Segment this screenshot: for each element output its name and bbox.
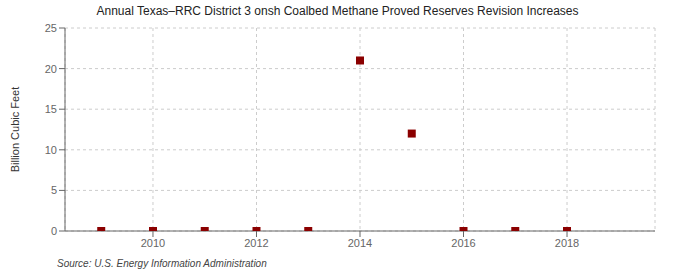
svg-text:2010: 2010 [141, 237, 165, 249]
svg-text:5: 5 [51, 184, 57, 196]
svg-text:2016: 2016 [451, 237, 475, 249]
svg-text:20: 20 [45, 63, 57, 75]
svg-text:Billion Cubic Feet: Billion Cubic Feet [9, 87, 21, 173]
svg-text:10: 10 [45, 144, 57, 156]
svg-text:25: 25 [45, 22, 57, 34]
svg-text:0: 0 [51, 225, 57, 237]
svg-text:2018: 2018 [555, 237, 579, 249]
html-text:Source: U.S. Energy Informatio: Source: U.S. Energy Information Administ… [57, 258, 267, 269]
svg-text:2012: 2012 [244, 237, 268, 249]
svg-text:2014: 2014 [348, 237, 372, 249]
svg-text:15: 15 [45, 103, 57, 115]
html-text:Annual Texas–RRC District 3 on: Annual Texas–RRC District 3 onsh Coalbed… [96, 4, 579, 18]
